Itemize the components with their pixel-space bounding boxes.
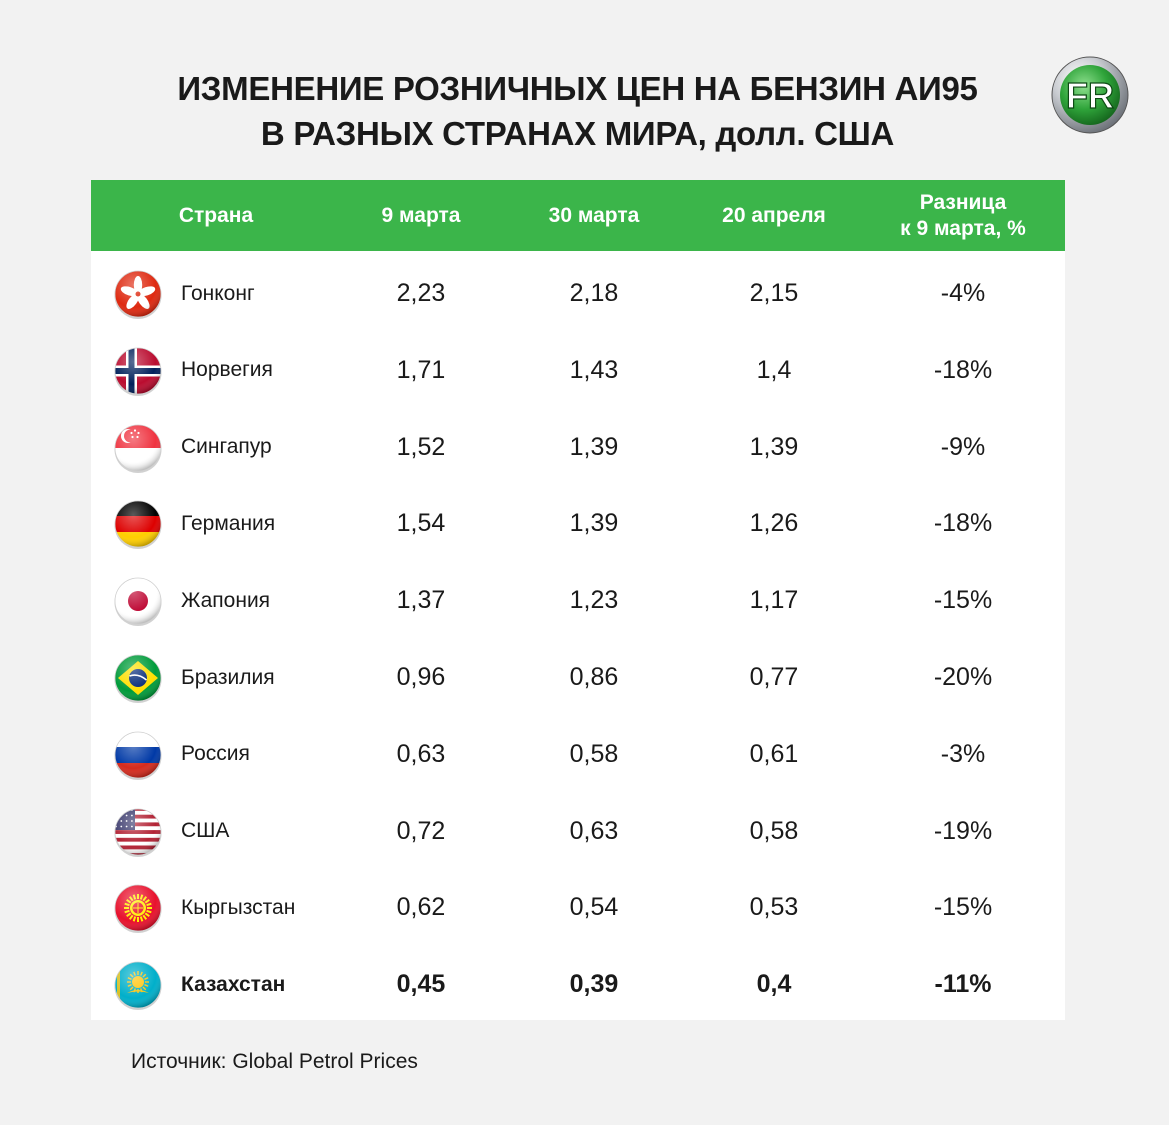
header-march-9: 9 марта (381, 203, 461, 227)
brazil-flag-icon (114, 654, 162, 703)
cell-april-20: 1,17 (749, 586, 799, 615)
cell-march-30: 1,39 (569, 432, 619, 461)
cell-difference: -15% (933, 586, 993, 615)
russia-flag-icon (114, 731, 162, 780)
cell-march-9: 0,62 (396, 893, 446, 922)
table-row: Казахстан 0,45 0,39 0,4 -11% (91, 946, 1065, 1023)
country-name: США (181, 819, 230, 843)
price-table: Страна 9 марта 30 марта 20 апреля Разниц… (91, 180, 1065, 1020)
cell-march-30: 0,39 (569, 970, 619, 999)
header-april-20: 20 апреля (722, 203, 826, 227)
cell-april-20: 2,15 (749, 279, 799, 307)
country-name: Россия (181, 742, 250, 766)
cell-difference: -9% (940, 432, 986, 461)
hong-kong-flag-icon (114, 270, 162, 319)
country-name: Германия (181, 511, 276, 535)
table-row: Германия 1,54 1,39 1,26 -18% (91, 485, 1065, 562)
title-line-2: В РАЗНЫХ СТРАНАХ МИРА, долл. США (260, 115, 895, 152)
singapore-flag-icon (114, 424, 162, 473)
cell-april-20: 0,53 (749, 893, 799, 922)
cell-march-30: 0,58 (569, 739, 619, 768)
cell-april-20: 0,61 (749, 739, 799, 768)
cell-difference: -4% (940, 279, 986, 307)
country-name: Жапония (181, 588, 271, 612)
cell-april-20: 0,4 (756, 970, 792, 999)
cell-difference: -3% (940, 739, 986, 768)
kyrgyzstan-flag-icon (114, 884, 162, 934)
cell-difference: -18% (933, 355, 993, 384)
kazakhstan-flag-icon (114, 961, 162, 1011)
cell-march-9: 0,72 (396, 816, 446, 845)
cell-april-20: 0,77 (749, 663, 799, 691)
cell-march-9: 1,71 (396, 355, 446, 384)
cell-march-9: 1,52 (396, 432, 446, 461)
germany-flag-icon (114, 500, 162, 550)
cell-march-30: 2,18 (569, 279, 619, 307)
cell-difference: -18% (933, 509, 993, 538)
cell-march-30: 0,63 (569, 816, 619, 845)
cell-march-9: 0,96 (396, 663, 446, 691)
table-row: США 0,72 0,63 0,58 -19% (91, 793, 1065, 870)
norway-flag-icon (114, 347, 162, 396)
table-header: Страна 9 марта 30 марта 20 апреля Разниц… (91, 180, 1065, 251)
cell-march-9: 2,23 (396, 279, 446, 307)
logo-text: FR (1066, 75, 1114, 116)
table-row: Сингапур 1,52 1,39 1,39 -9% (91, 409, 1065, 486)
cell-april-20: 1,39 (749, 432, 799, 461)
cell-difference: -15% (933, 893, 993, 922)
fr-logo: FR (1051, 56, 1129, 134)
table-row: Бразилия 0,96 0,86 0,77 -20% (91, 639, 1065, 716)
chart-title: ИЗМЕНЕНИЕ РОЗНИЧНЫХ ЦЕН НА БЕНЗИН АИ95 В… (90, 66, 1065, 156)
country-name: Сингапур (181, 435, 272, 459)
country-name: Бразилия (181, 665, 275, 689)
cell-april-20: 1,26 (749, 509, 799, 538)
cell-difference: -20% (933, 663, 993, 691)
cell-march-9: 1,54 (396, 509, 446, 538)
table-row: Кыргызстан 0,62 0,54 0,53 -15% (91, 869, 1065, 946)
table-row: Жапония 1,37 1,23 1,17 -15% (91, 562, 1065, 639)
cell-difference: -19% (933, 816, 993, 845)
cell-march-9: 1,37 (396, 586, 446, 615)
header-country: Страна (178, 203, 254, 227)
cell-difference: -11% (934, 970, 992, 999)
header-march-30: 30 марта (548, 203, 640, 227)
cell-march-30: 1,23 (569, 586, 619, 615)
country-name: Кыргызстан (181, 895, 296, 919)
country-name: Гонконг (181, 281, 255, 305)
cell-march-30: 1,43 (569, 355, 619, 384)
usa-flag-icon (114, 808, 162, 857)
cell-april-20: 0,58 (749, 816, 799, 845)
cell-march-9: 0,63 (396, 739, 446, 768)
table-row: Гонконг 2,23 2,18 2,15 -4% (91, 255, 1065, 332)
cell-march-9: 0,45 (396, 970, 446, 999)
source-note: Источник: Global Petrol Prices (131, 1050, 418, 1073)
japan-flag-icon (114, 577, 162, 627)
header-difference: Разница к 9 марта, % (900, 190, 1026, 240)
title-line-1: ИЗМЕНЕНИЕ РОЗНИЧНЫХ ЦЕН НА БЕНЗИН АИ95 (177, 70, 978, 107)
cell-march-30: 1,39 (569, 509, 619, 538)
table-row: Норвегия 1,71 1,43 1,4 -18% (91, 332, 1065, 409)
country-name: Казахстан (181, 972, 286, 996)
country-name: Норвегия (181, 358, 273, 382)
cell-april-20: 1,4 (756, 355, 792, 384)
cell-march-30: 0,86 (569, 663, 619, 691)
table-row: Россия 0,63 0,58 0,61 -3% (91, 716, 1065, 793)
cell-march-30: 0,54 (569, 893, 619, 922)
